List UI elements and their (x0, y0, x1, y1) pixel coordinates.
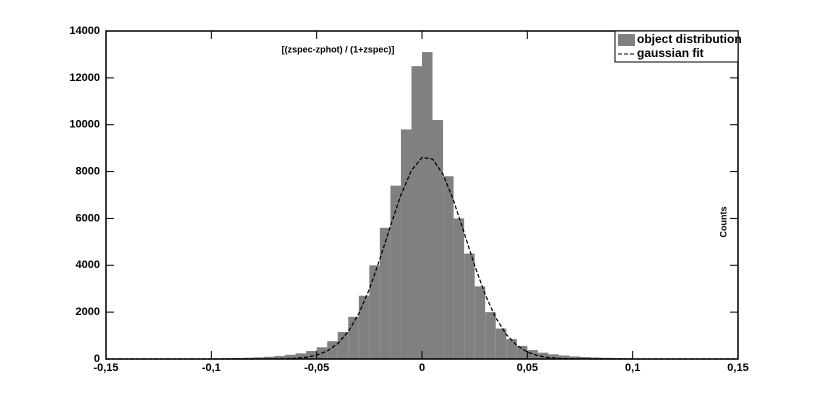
histogram-bar (369, 265, 380, 359)
histogram-bar (527, 350, 538, 359)
x-tick-label: 0,1 (625, 362, 640, 374)
histogram-bar (337, 332, 349, 359)
histogram-bar (400, 129, 412, 359)
histogram-bar (548, 354, 559, 359)
histogram-bar (264, 356, 275, 359)
histogram-bar (443, 176, 454, 359)
histogram-bar (590, 357, 602, 359)
histogram-bar (422, 52, 433, 359)
x-tick-label: -0,15 (93, 362, 118, 374)
histogram-bar (569, 356, 580, 359)
plot-area (105, 52, 739, 360)
y-tick-label: 4000 (76, 259, 100, 271)
histogram-bar (306, 351, 317, 359)
histogram-bar (537, 352, 549, 359)
y-tick-label: 8000 (76, 165, 100, 177)
legend-box (614, 30, 739, 63)
y-tick-label: 10000 (69, 119, 100, 131)
histogram-bar (327, 341, 338, 359)
histogram-bar (390, 185, 401, 359)
x-tick-label: 0 (419, 362, 425, 374)
histogram-bar (253, 357, 264, 359)
fit-line (105, 156, 739, 360)
histogram-bar (379, 227, 391, 359)
histogram-bar (348, 316, 359, 359)
histogram-bar (474, 286, 486, 359)
histogram-bar (558, 355, 570, 359)
y-axis-label: Counts (718, 207, 728, 238)
x-tick-label: -0,1 (202, 362, 221, 374)
annotation: [(zspec-zphot) / (1+zspec)] (282, 44, 395, 54)
histogram-bar (453, 218, 465, 359)
y-tick-label: 2000 (76, 306, 100, 318)
y-tick-label: 14000 (69, 25, 100, 37)
histogram-bar (411, 66, 422, 360)
histogram-bar (358, 295, 370, 359)
y-tick-label: 6000 (76, 212, 100, 224)
legend-swatch (618, 34, 635, 46)
histogram-bar (516, 345, 528, 359)
x-tick-label: 0,05 (517, 362, 538, 374)
histogram-bar (274, 355, 286, 359)
histogram-bar (485, 312, 496, 359)
histogram-bar (506, 339, 517, 359)
legend-label: object distribution (637, 32, 742, 46)
y-tick-label: 0 (94, 353, 100, 365)
histogram-bar (432, 120, 444, 360)
histogram-bar (495, 328, 507, 359)
histogram-bar (285, 354, 296, 359)
histogram-bar (580, 357, 591, 359)
histogram-bar (295, 353, 307, 359)
histogram-bar (464, 253, 475, 359)
y-tick-label: 12000 (69, 72, 100, 84)
x-tick-label: -0,05 (304, 362, 329, 374)
legend-label: gaussian fit (637, 46, 704, 60)
x-tick-label: 0,15 (727, 362, 748, 374)
